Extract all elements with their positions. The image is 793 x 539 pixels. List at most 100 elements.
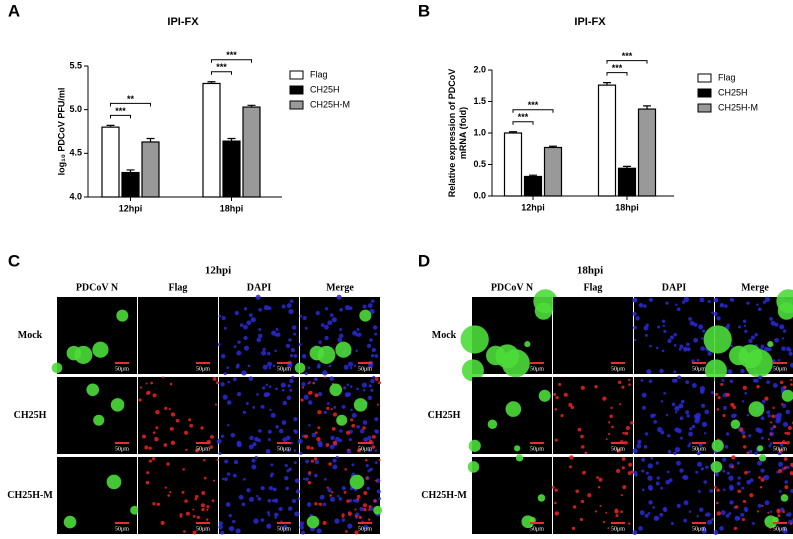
cell [665,479,671,485]
cell [374,461,378,465]
cell [175,418,180,423]
cell [274,334,278,337]
cell [307,382,310,385]
cell [762,300,767,304]
cell [256,337,262,343]
cell [375,479,378,482]
cell [758,375,763,380]
cell [663,391,666,395]
cell [357,448,361,453]
cell [670,521,674,526]
cell [757,503,762,508]
cell [676,428,682,434]
cell [774,337,780,343]
cell [346,430,351,435]
cell [307,366,311,370]
cell [324,307,329,311]
cell [297,438,303,444]
cell [361,382,367,388]
micrograph: 50μm [703,289,793,382]
cell [310,446,314,450]
cell [254,455,258,459]
cell [368,505,372,509]
cell [622,485,627,490]
cell [686,414,690,418]
micrograph: 50μm [553,297,633,374]
cell [337,494,340,498]
cell [756,303,759,307]
cell [329,444,335,450]
cell [238,494,244,500]
cell [299,521,304,526]
cell [744,329,748,333]
cell [720,382,724,386]
significance-label: ** [127,94,135,104]
cell [110,398,125,412]
cell [572,505,577,509]
cell [721,378,725,382]
cell [252,405,256,409]
cell [293,429,299,434]
cell [287,506,293,511]
cell [746,301,750,305]
error-bar [126,169,135,173]
bar [242,106,261,198]
cell [691,359,695,363]
cell [192,530,197,535]
cell [293,354,298,358]
error-bar [207,81,216,84]
cell [329,383,343,397]
cell [363,524,369,530]
cell [725,513,730,518]
cell [315,311,320,316]
cell [770,320,776,326]
cell [305,459,310,464]
cell [335,341,352,358]
cell [164,406,168,410]
cell [681,300,686,304]
cell [763,346,769,352]
cell [249,435,254,441]
cell [625,426,630,430]
cell [711,439,724,452]
cell [764,515,778,529]
cell [251,464,257,470]
cell [351,463,355,467]
cell [782,510,785,514]
cell [610,406,613,410]
cell [269,474,273,478]
cell [741,400,745,403]
cell [260,486,265,491]
cell [331,317,337,323]
cell [665,413,669,417]
cell [347,448,350,452]
cell [367,303,373,308]
cell [616,468,621,474]
cell [628,522,631,525]
cell [691,424,696,429]
y-tick-label: 4.0 [69,191,82,201]
column-header: PDCoV N [491,282,534,293]
cell [308,424,311,427]
cell [653,515,659,521]
cell [659,512,664,517]
cell [221,477,225,481]
cell [716,408,720,411]
cell [673,344,677,347]
cell [356,424,360,429]
cell [294,511,300,517]
cell [332,464,338,470]
cell [571,526,576,531]
cell [754,451,758,455]
cell [770,432,773,436]
panel-letter: D [418,251,430,270]
cell [286,395,292,401]
error-bar [603,82,611,86]
cell [740,368,745,374]
legend-label: CH25H [310,84,340,94]
cell [183,530,186,533]
cell [685,410,690,415]
cell [352,330,358,336]
cell [155,426,159,430]
cell [286,303,292,308]
